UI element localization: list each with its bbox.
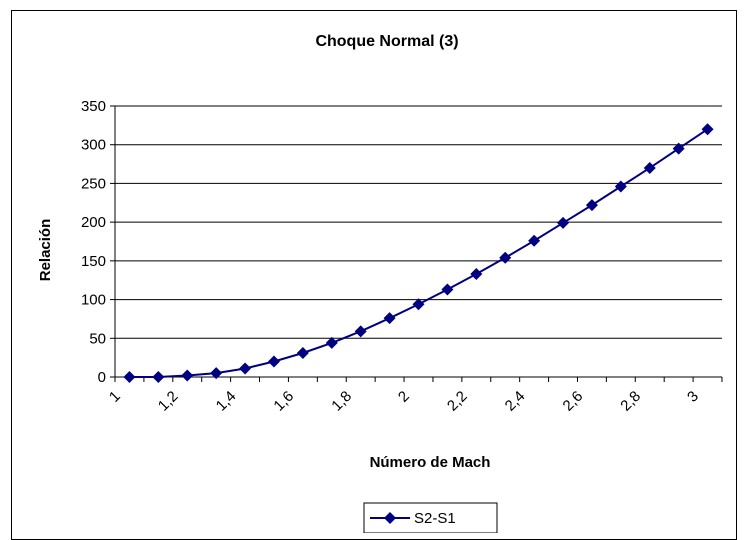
y-tick-label: 200 — [81, 214, 106, 231]
data-point — [499, 251, 512, 264]
y-tick-label: 100 — [81, 292, 106, 309]
x-tick-label: 1,4 — [213, 388, 240, 415]
y-tick-label: 350 — [81, 98, 106, 115]
data-point — [383, 312, 396, 325]
legend-label: S2-S1 — [414, 510, 456, 527]
data-point — [412, 298, 425, 311]
chart-title: Choque Normal (3) — [315, 33, 458, 50]
x-axis-label: Número de Mach — [370, 454, 491, 471]
x-tick-label: 2,4 — [502, 388, 529, 415]
data-point — [528, 234, 541, 247]
legend-marker — [384, 512, 396, 524]
data-point — [441, 283, 454, 296]
data-point — [267, 355, 280, 368]
data-point — [643, 161, 656, 174]
x-tick-label: 1,6 — [270, 388, 297, 415]
chart-frame — [11, 10, 737, 540]
data-point — [672, 142, 685, 155]
data-point — [152, 371, 165, 383]
data-point — [585, 199, 598, 212]
y-axis-label: Relación — [37, 219, 54, 282]
x-tick-label: 1 — [106, 388, 124, 406]
x-tick-label: 1,2 — [155, 388, 182, 415]
y-tick-label: 150 — [81, 253, 106, 270]
y-tick-label: 0 — [98, 369, 106, 386]
data-point — [296, 346, 309, 359]
data-point — [614, 180, 627, 193]
x-tick-label: 2 — [395, 388, 413, 406]
x-tick-label: 2,2 — [444, 388, 471, 415]
data-point — [325, 336, 338, 349]
data-point — [701, 123, 714, 136]
data-point — [239, 362, 252, 375]
x-tick-label: 2,8 — [617, 388, 644, 415]
plot-area: 0 50 100 150 200 250 300 350 1 1,2 1,4 1,6 1,8 2 2,2 2,… — [81, 98, 723, 415]
y-tick-label: 300 — [81, 137, 106, 154]
y-tick-label: 50 — [89, 330, 106, 347]
legend: S2-S1 — [363, 502, 498, 533]
x-tick-label: 1,8 — [328, 388, 355, 415]
data-point — [557, 216, 570, 229]
data-point — [354, 325, 367, 338]
data-point — [181, 369, 194, 382]
data-point — [470, 268, 483, 281]
data-point — [210, 367, 223, 380]
series-line — [129, 128, 709, 378]
x-tick-label: 3 — [684, 388, 702, 406]
data-point — [123, 371, 136, 383]
x-tick-label: 2,6 — [560, 388, 587, 415]
y-tick-label: 250 — [81, 175, 106, 192]
